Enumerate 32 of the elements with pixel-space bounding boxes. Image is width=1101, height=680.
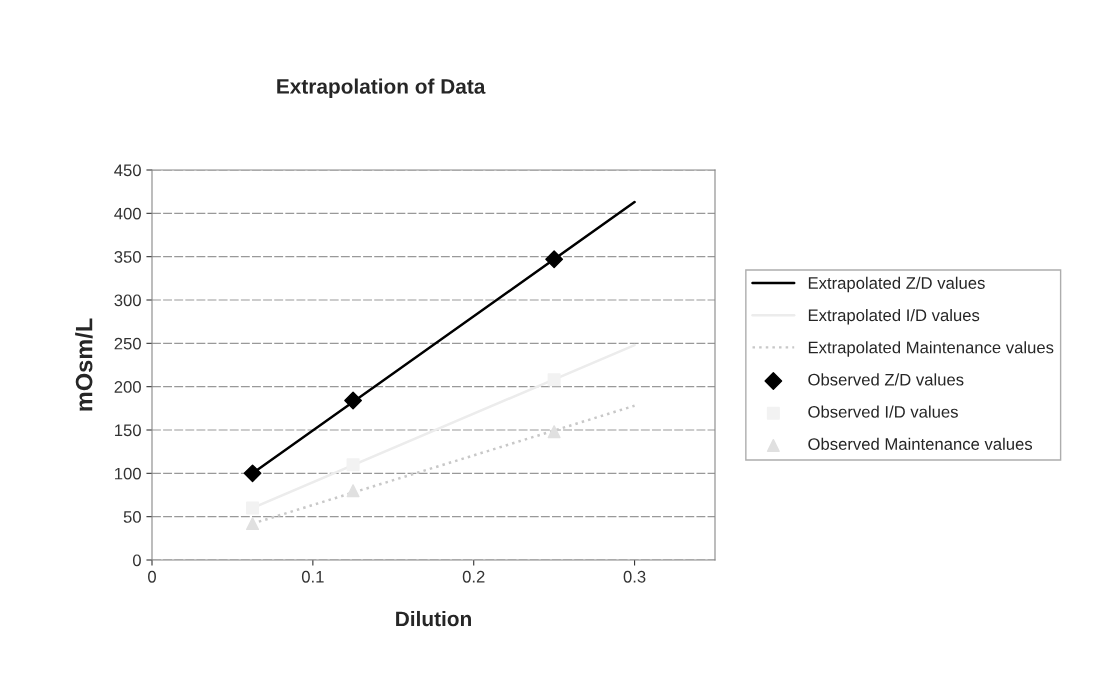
y-tick-label: 150 (115, 424, 141, 437)
point (346, 458, 360, 472)
y-tick-label: 350 (114, 251, 141, 263)
y-axis-title: mOsm/L (75, 318, 93, 411)
point (246, 501, 260, 515)
y-tick-label: 100 (115, 467, 141, 480)
legend-label: Observed I/D values (808, 405, 958, 418)
y-tick-label: 0 (132, 554, 141, 567)
legend-label: Observed Maintenance values (808, 437, 1033, 450)
legend-label: Extrapolated Maintenance values (808, 341, 1054, 357)
y-tick-label: 400 (114, 207, 141, 220)
point (246, 517, 260, 531)
x-tick-label: 0.2 (462, 570, 485, 583)
point (545, 250, 564, 269)
y-tick-label: 50 (123, 511, 141, 523)
y-tick-label: 200 (114, 381, 141, 393)
x-axis-title: Dilution (396, 610, 471, 627)
legend-label: Observed Z/D values (808, 373, 964, 386)
y-tick-label: 300 (114, 294, 141, 307)
y-tick-label: 250 (114, 337, 141, 350)
x-tick-label: 0.3 (623, 570, 646, 583)
point (344, 391, 362, 410)
legend-label: Extrapolated Z/D values (808, 276, 985, 293)
point (547, 373, 561, 387)
x-tick-label: 0.1 (301, 570, 324, 583)
point (243, 464, 262, 483)
legend-label: Extrapolated I/D values (808, 308, 980, 325)
x-tick-label: 0 (148, 570, 156, 583)
point (547, 425, 561, 439)
point (346, 484, 360, 498)
chart-title: Extrapolation of Data (277, 78, 486, 98)
y-tick-label: 450 (114, 164, 141, 177)
